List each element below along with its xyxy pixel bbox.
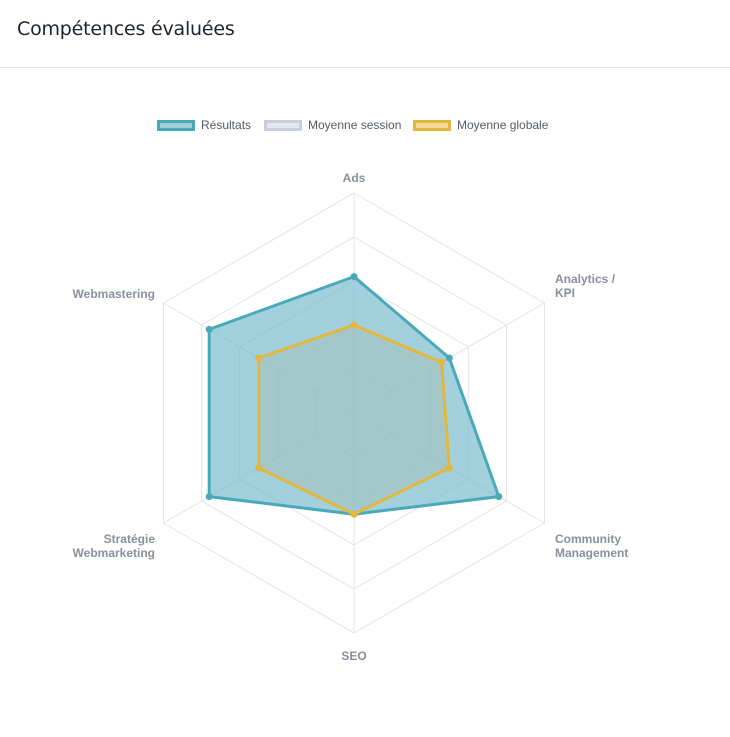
data-point-moyenne-globale xyxy=(445,464,453,472)
page-title: Compétences évaluées xyxy=(17,18,235,40)
axis-label-line: Ads xyxy=(343,171,366,185)
legend-item-moyenne-globale[interactable]: Moyenne globale xyxy=(413,116,548,134)
axis-label: SEO xyxy=(341,649,366,663)
legend-item-resultats[interactable]: Résultats xyxy=(157,116,251,134)
data-point-resultats xyxy=(495,493,503,501)
axis-label-line: SEO xyxy=(341,649,366,663)
axis-label: Ads xyxy=(343,171,366,185)
axis-label-line: Analytics / xyxy=(555,272,616,286)
axis-label: Stratégie Webmarketing xyxy=(73,532,156,560)
legend-swatch-resultats xyxy=(157,119,195,131)
legend-item-moyenne-session[interactable]: Moyenne session xyxy=(264,116,401,134)
data-point-moyenne-globale xyxy=(255,354,263,362)
data-point-moyenne-globale xyxy=(255,464,263,472)
data-point-resultats xyxy=(350,273,358,281)
axis-label-line: Management xyxy=(555,546,628,560)
legend-label: Moyenne session xyxy=(308,118,402,132)
axis-label-line: KPI xyxy=(555,286,575,300)
data-point-moyenne-globale xyxy=(350,321,358,329)
axis-label-line: Stratégie xyxy=(104,532,156,546)
legend-swatch-moyenne-globale xyxy=(413,119,451,131)
legend-swatch-moyenne-session xyxy=(264,119,302,131)
axis-label-line: Webmastering xyxy=(73,287,155,301)
chart-legend: Résultats Moyenne session Moyenne global… xyxy=(0,116,730,134)
data-point-resultats xyxy=(205,325,213,333)
data-point-resultats xyxy=(205,493,213,501)
legend-label: Moyenne globale xyxy=(457,118,549,132)
data-point-resultats xyxy=(445,354,453,362)
axis-label-line: Community xyxy=(555,532,621,546)
legend-label: Résultats xyxy=(201,118,252,132)
data-point-moyenne-globale xyxy=(350,510,358,518)
axis-label: Analytics / KPI xyxy=(555,272,616,300)
data-point-moyenne-globale xyxy=(438,358,446,366)
axis-label-line: Webmarketing xyxy=(73,546,155,560)
axis-label: Community Management xyxy=(555,532,628,560)
card-header: Compétences évaluées xyxy=(0,0,730,68)
axis-label: Webmastering xyxy=(73,287,155,301)
